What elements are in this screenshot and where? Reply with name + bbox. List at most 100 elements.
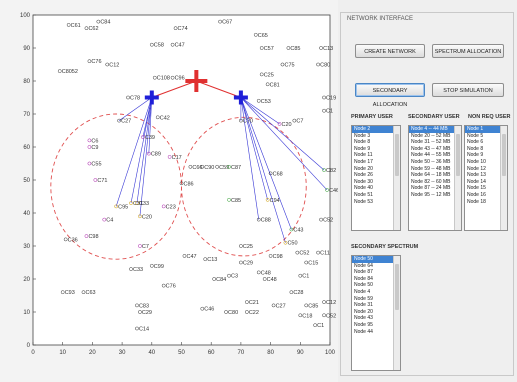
list-item[interactable]: Node 12 — [467, 165, 486, 172]
spectrum-allocation-button[interactable]: SPECTRUM ALLOCATION — [432, 44, 504, 58]
list-item[interactable]: Node 50 -- 36 MB — [411, 158, 451, 165]
list-item[interactable]: Node 87 — [354, 269, 373, 276]
node-marker — [283, 240, 288, 245]
node-marker — [87, 59, 92, 64]
network-interface-panel — [340, 12, 514, 376]
list-item[interactable]: Node 16 — [467, 191, 486, 198]
node-marker — [244, 310, 249, 314]
list-item[interactable]: Node 9 — [354, 145, 371, 152]
node-label: C52 — [326, 313, 336, 319]
scrollbar-thumb[interactable] — [456, 134, 460, 176]
node-label: C27 — [276, 303, 286, 309]
list-item[interactable]: Node 20 — [354, 165, 373, 172]
list-item[interactable]: Node 87 -- 24 MB — [411, 185, 451, 192]
secondary-link — [240, 97, 286, 243]
node-label: C9 — [91, 145, 98, 151]
list-item[interactable]: Node 53 — [354, 198, 373, 205]
node-label: C84 — [100, 20, 110, 26]
non-req-user-list[interactable]: Node 1 Node 5 Node 6 Node 8 Node 9 Node 10 Nod… — [464, 125, 508, 231]
list-item[interactable]: Node 6 — [467, 139, 484, 146]
list-item[interactable]: Node 50 — [354, 282, 373, 289]
primary-user-list[interactable]: Node 2 Node 3 Node 8 Node 9 Node 11 Node 17 No… — [351, 125, 401, 231]
list-item[interactable]: Node 26 — [354, 172, 373, 179]
list-item[interactable]: Node 10 — [467, 158, 486, 165]
list-item[interactable]: Node 8 — [354, 139, 371, 146]
list-item[interactable]: Node 31 -- 52 MB — [411, 139, 451, 146]
list-item[interactable]: Node 18 — [467, 198, 486, 205]
node-label: C17 — [172, 155, 182, 161]
list-item[interactable]: Node 1 — [465, 126, 507, 133]
node-label: C33 — [139, 201, 149, 207]
scrollbar[interactable] — [393, 256, 400, 370]
list-item[interactable]: Node 20 -- 52 MB — [411, 132, 451, 139]
node-label: C57 — [264, 46, 274, 52]
list-item[interactable]: Node 14 — [467, 178, 486, 185]
node-label: C18 — [302, 313, 312, 319]
list-item[interactable]: Node 8 — [467, 145, 484, 152]
node-label: C29 — [243, 261, 253, 267]
node-label: C13 — [323, 46, 333, 52]
list-item[interactable]: Node 9 — [467, 152, 484, 159]
list-item[interactable]: Node 4 -- 44 MB — [409, 126, 461, 133]
list-item[interactable]: Node 59 — [354, 295, 373, 302]
node-label: C98 — [273, 254, 283, 260]
list-item[interactable]: Node 20 — [354, 308, 373, 315]
list-item[interactable]: Node 44 — [354, 328, 373, 335]
list-item[interactable]: Node 13 — [467, 172, 486, 179]
node-label: C76 — [91, 59, 101, 65]
x-tick-label: 0 — [31, 350, 35, 356]
node-label: C39 — [145, 135, 155, 141]
node-marker — [114, 204, 119, 209]
list-item[interactable]: Node 30 — [354, 178, 373, 185]
list-item[interactable]: Node 59 -- 48 MB — [411, 165, 451, 172]
node-marker — [161, 204, 166, 209]
stop-simulation-button[interactable]: STOP SIMULATION — [432, 83, 504, 97]
scrollbar[interactable] — [393, 126, 400, 230]
create-network-button[interactable]: CREATE NETWORK — [355, 44, 425, 58]
node-label: C29 — [142, 310, 152, 316]
secondary-user-label: SECONDARY USER — [408, 114, 460, 120]
list-item[interactable]: Node 40 — [354, 185, 373, 192]
scrollbar-thumb[interactable] — [395, 264, 399, 310]
secondary-allocation-button[interactable]: SECONDARY ALLOCATION — [355, 83, 425, 108]
list-item[interactable]: Node 51 — [354, 191, 373, 198]
node-label: C75 — [284, 63, 294, 69]
node-marker — [227, 164, 231, 169]
scrollbar[interactable] — [500, 126, 507, 230]
list-item[interactable]: Node 43 — [354, 315, 373, 322]
node-label: C6 — [91, 138, 98, 144]
list-item[interactable]: Node 95 -- 12 MB — [411, 191, 451, 198]
secondary-user-list[interactable]: Node 4 -- 44 MB Node 20 -- 52 MB Node 31 -… — [408, 125, 462, 231]
list-item[interactable]: Node 5 — [467, 132, 484, 139]
secondary-link — [130, 97, 153, 204]
list-item[interactable]: Node 31 — [354, 302, 373, 309]
list-item[interactable]: Node 44 -- 55 MB — [411, 152, 451, 159]
node-label: C12 — [109, 63, 119, 69]
list-item[interactable]: Node 4 — [354, 288, 371, 295]
node-marker — [170, 75, 175, 80]
list-item[interactable]: Node 43 -- 47 MB — [411, 145, 451, 152]
scrollbar-thumb[interactable] — [395, 134, 399, 176]
list-item[interactable]: Node 2 — [352, 126, 400, 133]
node-marker — [244, 300, 249, 304]
node-label: C46 — [204, 307, 214, 313]
list-item[interactable]: Node 50 — [352, 256, 400, 263]
scrollbar-thumb[interactable] — [502, 134, 506, 176]
node-marker — [322, 168, 326, 172]
node-label: C23 — [166, 204, 176, 210]
list-item[interactable]: Node 11 — [354, 152, 373, 159]
list-item[interactable]: Node 64 -- 18 MB — [411, 172, 451, 179]
scrollbar[interactable] — [454, 126, 461, 230]
list-item[interactable]: Node 95 — [354, 321, 373, 328]
list-item[interactable]: Node 3 — [354, 132, 371, 139]
node-marker — [215, 164, 219, 169]
node-label: C108 — [157, 76, 170, 82]
list-item[interactable]: Node 15 — [467, 185, 486, 192]
secondary-link — [240, 97, 292, 230]
secondary-spectrum-list[interactable]: Node 50 Node 64 Node 87 Node 84 Node 50 Node … — [351, 255, 401, 371]
list-item[interactable]: Node 84 — [354, 275, 373, 282]
list-item[interactable]: Node 17 — [354, 158, 373, 165]
list-item[interactable]: Node 82 -- 60 MB — [411, 178, 451, 185]
list-item[interactable]: Node 64 — [354, 262, 373, 269]
node-label: C68 — [273, 171, 283, 177]
